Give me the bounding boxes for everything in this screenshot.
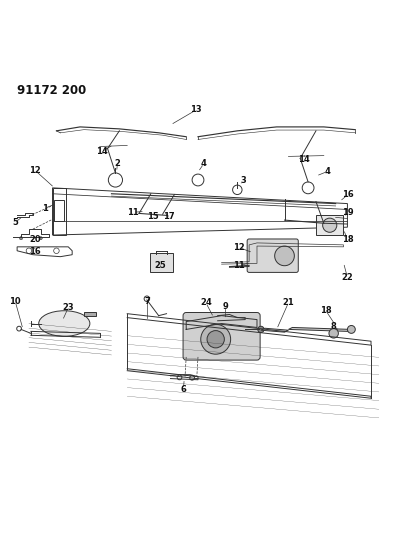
Text: 2: 2 (114, 159, 120, 168)
Text: 1: 1 (42, 204, 48, 213)
Polygon shape (288, 327, 351, 332)
Circle shape (201, 324, 230, 354)
Text: 4: 4 (201, 159, 207, 168)
Text: 22: 22 (341, 273, 353, 282)
Text: 3: 3 (240, 176, 246, 185)
FancyBboxPatch shape (183, 312, 260, 360)
Text: 91172 200: 91172 200 (17, 84, 86, 96)
Text: 21: 21 (283, 298, 294, 307)
Text: 12: 12 (29, 166, 41, 175)
FancyBboxPatch shape (247, 239, 298, 272)
Text: 14: 14 (96, 147, 108, 156)
Ellipse shape (39, 311, 90, 336)
Text: 18: 18 (320, 306, 331, 315)
Text: 6: 6 (181, 385, 187, 394)
Text: 7: 7 (144, 296, 150, 305)
Text: 8: 8 (331, 322, 337, 331)
Text: 16: 16 (341, 190, 353, 199)
Text: 20: 20 (29, 235, 41, 244)
Text: 25: 25 (155, 261, 167, 270)
Text: 19: 19 (342, 208, 353, 217)
Circle shape (39, 237, 42, 240)
Text: 14: 14 (298, 155, 310, 164)
Text: 17: 17 (163, 212, 174, 221)
Circle shape (207, 330, 225, 348)
Text: 10: 10 (10, 296, 21, 305)
Text: 16: 16 (29, 247, 41, 256)
Text: 18: 18 (342, 235, 353, 244)
Text: 9: 9 (223, 302, 228, 311)
Text: 23: 23 (63, 303, 74, 312)
Polygon shape (261, 328, 288, 332)
Text: 15: 15 (147, 212, 159, 221)
Text: 5: 5 (12, 218, 18, 227)
Text: 12: 12 (233, 243, 245, 252)
Circle shape (275, 246, 294, 266)
Circle shape (323, 218, 337, 232)
Circle shape (329, 329, 338, 338)
Circle shape (258, 326, 264, 333)
Text: 24: 24 (200, 298, 212, 307)
FancyBboxPatch shape (150, 253, 173, 272)
Circle shape (347, 326, 355, 333)
Polygon shape (84, 312, 96, 316)
Text: 11: 11 (233, 261, 245, 270)
Text: 13: 13 (190, 106, 202, 115)
Circle shape (19, 237, 23, 240)
Text: 4: 4 (325, 167, 331, 176)
FancyBboxPatch shape (316, 215, 343, 235)
Text: 11: 11 (127, 208, 139, 217)
